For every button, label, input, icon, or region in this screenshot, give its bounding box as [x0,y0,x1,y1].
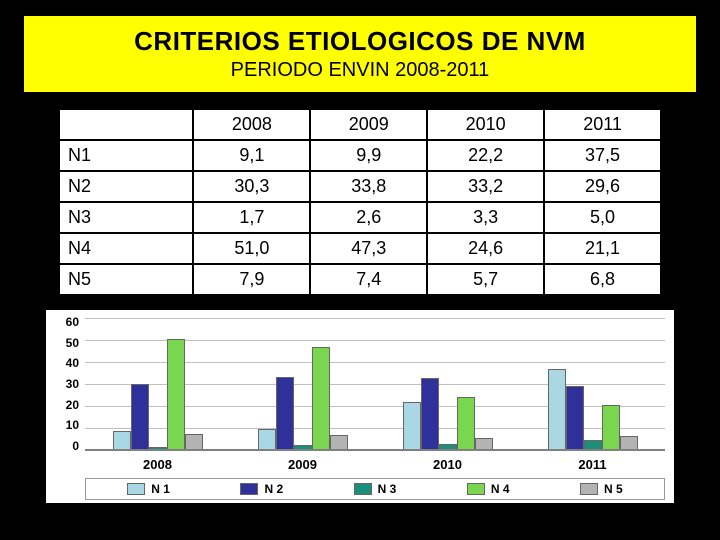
y-tick-label: 10 [55,418,79,432]
row-label: N4 [59,233,193,264]
x-axis-labels: 2008200920102011 [85,453,665,472]
legend-label: N 2 [264,482,283,496]
y-tick-label: 50 [55,336,79,350]
legend-swatch [354,483,372,495]
bars [548,369,638,452]
x-tick-label: 2010 [375,453,520,472]
legend-item: N 5 [580,482,623,496]
table-cell: 33,2 [427,171,544,202]
table-header-row: 2008 2009 2010 2011 [59,109,661,140]
legend-swatch [240,483,258,495]
bar [403,402,421,451]
bar-group [375,319,520,451]
bar-chart: 6050403020100 2008200920102011 N 1N 2N 3… [46,310,674,503]
legend-label: N 3 [378,482,397,496]
row-label: N5 [59,264,193,295]
table-cell: 7,4 [310,264,427,295]
legend-item: N 2 [240,482,283,496]
bar [276,377,294,451]
table-cell: 7,9 [193,264,310,295]
table-row: N19,19,922,237,5 [59,140,661,171]
legend-label: N 5 [604,482,623,496]
table-cell: 22,2 [427,140,544,171]
table-cell: 1,7 [193,202,310,233]
bar [113,431,131,451]
table-row: N451,047,324,621,1 [59,233,661,264]
bar-groups [85,319,665,451]
bar [258,429,276,451]
page-subtitle: PERIODO ENVIN 2008-2011 [28,59,692,82]
bar [312,347,330,451]
col-header: 2010 [427,109,544,140]
row-label: N3 [59,202,193,233]
col-header: 2011 [544,109,661,140]
table-cell: 9,9 [310,140,427,171]
data-table-container: 2008 2009 2010 2011 N19,19,922,237,5N230… [58,108,662,296]
y-axis-labels: 60 50 40 30 20 10 0 [55,315,85,453]
table-row: N230,333,833,229,6 [59,171,661,202]
data-table: 2008 2009 2010 2011 N19,19,922,237,5N230… [58,108,662,296]
y-tick-label: 40 [55,356,79,370]
bars [258,347,348,451]
plot-area [85,319,665,451]
plot-container: 60 50 40 30 20 10 0 [55,315,665,453]
legend-swatch [467,483,485,495]
table-cell: 33,8 [310,171,427,202]
bar-group [85,319,230,451]
x-axis-line [85,449,665,451]
legend-swatch [580,483,598,495]
x-tick-label: 2011 [520,453,665,472]
bar [548,369,566,452]
bar [566,386,584,451]
x-tick-label: 2008 [85,453,230,472]
col-header: 2008 [193,109,310,140]
y-tick-label: 60 [55,315,79,329]
chart-legend: N 1 N 2 N 3 N 4 N 5 [85,478,665,500]
table-corner-cell [59,109,193,140]
table-cell: 29,6 [544,171,661,202]
table-cell: 5,0 [544,202,661,233]
legend-item: N 4 [467,482,510,496]
table-cell: 6,8 [544,264,661,295]
y-tick-label: 0 [55,439,79,453]
table-row: N57,97,45,76,8 [59,264,661,295]
legend-label: N 1 [151,482,170,496]
bar [131,384,149,451]
row-label: N2 [59,171,193,202]
col-header: 2009 [310,109,427,140]
table-cell: 21,1 [544,233,661,264]
row-label: N1 [59,140,193,171]
bar [421,378,439,451]
bar-group [230,319,375,451]
bar [602,405,620,451]
y-tick-label: 20 [55,398,79,412]
legend-swatch [127,483,145,495]
table-cell: 37,5 [544,140,661,171]
table-cell: 2,6 [310,202,427,233]
page-title: CRITERIOS ETIOLOGICOS DE NVM [28,26,692,57]
table-cell: 51,0 [193,233,310,264]
table-cell: 5,7 [427,264,544,295]
bars [403,378,493,451]
legend-item: N 3 [354,482,397,496]
bar [167,339,185,451]
legend-item: N 1 [127,482,170,496]
table-cell: 9,1 [193,140,310,171]
y-tick-label: 30 [55,377,79,391]
table-cell: 47,3 [310,233,427,264]
bar [457,397,475,451]
x-tick-label: 2009 [230,453,375,472]
legend-label: N 4 [491,482,510,496]
table-cell: 24,6 [427,233,544,264]
table-row: N31,72,63,35,0 [59,202,661,233]
table-cell: 30,3 [193,171,310,202]
bars [113,339,203,451]
header-banner: CRITERIOS ETIOLOGICOS DE NVM PERIODO ENV… [22,14,698,94]
bar-group [520,319,665,451]
table-cell: 3,3 [427,202,544,233]
